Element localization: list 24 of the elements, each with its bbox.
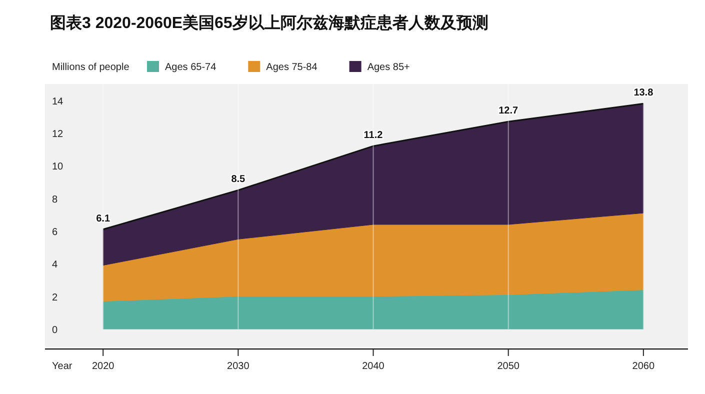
x-tick-label: 2020 (92, 361, 115, 372)
y-tick-label: 14 (52, 96, 64, 108)
y-tick-label: 10 (52, 162, 64, 173)
x-tick-label: 2060 (632, 361, 655, 372)
x-axis-title: Year (52, 361, 73, 372)
total-label: 8.5 (231, 174, 246, 186)
x-tick-label: 2050 (497, 361, 520, 372)
y-axis-title: Millions of people (52, 62, 130, 73)
y-tick-label: 8 (52, 194, 58, 206)
total-label: 6.1 (96, 213, 110, 224)
y-tick-label: 6 (52, 227, 58, 238)
total-label: 11.2 (364, 130, 384, 142)
y-tick-label: 12 (52, 129, 64, 140)
total-label: 13.8 (634, 88, 654, 99)
legend-label: Ages 65-74 (165, 62, 217, 73)
legend-label: Ages 75-84 (266, 62, 318, 73)
total-label: 12.7 (498, 106, 519, 117)
legend-label: Ages 85+ (367, 62, 410, 73)
x-tick-label: 2030 (227, 361, 250, 372)
y-tick-label: 2 (52, 292, 58, 304)
x-tick-label: 2040 (362, 361, 385, 372)
y-tick-label: 4 (52, 260, 58, 271)
chart-title: 图表3 2020-2060E美国65岁以上阿尔兹海默症患者人数及预测 (50, 13, 488, 32)
y-tick-label: 0 (52, 325, 58, 336)
